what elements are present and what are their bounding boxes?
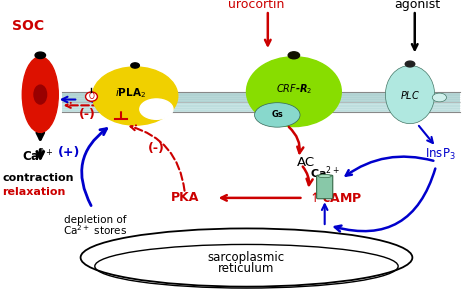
Text: contraction: contraction [2, 173, 74, 182]
Ellipse shape [318, 174, 331, 178]
Text: (+): (+) [57, 146, 80, 159]
Text: $\mathit{i}$PLA$_2$: $\mathit{i}$PLA$_2$ [115, 86, 146, 100]
Ellipse shape [255, 103, 300, 127]
Text: relaxation: relaxation [2, 187, 66, 197]
Text: depletion of: depletion of [64, 215, 126, 225]
Text: $\mathit{PLC}$: $\mathit{PLC}$ [400, 88, 420, 101]
Ellipse shape [92, 67, 178, 125]
FancyArrowPatch shape [346, 157, 433, 176]
Text: (-): (-) [148, 142, 165, 155]
Text: Gs: Gs [272, 111, 283, 119]
Text: PKA: PKA [171, 191, 199, 204]
Text: $\uparrow$cAMP: $\uparrow$cAMP [307, 191, 363, 205]
FancyArrowPatch shape [289, 127, 303, 153]
Text: agonist: agonist [394, 0, 440, 11]
Ellipse shape [22, 57, 58, 132]
Ellipse shape [288, 52, 300, 59]
FancyArrowPatch shape [303, 166, 313, 185]
Text: Ca$^{2+}$: Ca$^{2+}$ [310, 165, 339, 182]
Text: sarcoplasmic: sarcoplasmic [208, 251, 285, 264]
Ellipse shape [405, 61, 415, 67]
Text: reticulum: reticulum [219, 262, 274, 275]
Text: SOC: SOC [12, 19, 44, 33]
Ellipse shape [140, 99, 173, 119]
FancyArrowPatch shape [82, 129, 107, 206]
Bar [62, 92, 460, 102]
Ellipse shape [385, 65, 435, 124]
Text: Ca$^{2+}$ stores: Ca$^{2+}$ stores [63, 223, 127, 237]
Text: InsP$_3$: InsP$_3$ [426, 147, 456, 162]
Text: Ca$^{2+}$: Ca$^{2+}$ [22, 147, 54, 164]
Ellipse shape [246, 57, 341, 127]
Text: (-): (-) [79, 109, 96, 121]
Bar [62, 102, 460, 112]
Text: urocortin: urocortin [228, 0, 284, 11]
FancyBboxPatch shape [317, 175, 333, 199]
Text: $\mathit{CRF}$-R$_2$: $\mathit{CRF}$-R$_2$ [276, 82, 312, 96]
Ellipse shape [131, 63, 139, 68]
Ellipse shape [432, 93, 447, 102]
FancyArrowPatch shape [335, 168, 435, 232]
Ellipse shape [34, 85, 46, 104]
Text: O: O [89, 92, 94, 101]
Ellipse shape [35, 52, 46, 58]
FancyArrowPatch shape [130, 125, 184, 191]
Ellipse shape [85, 92, 98, 101]
Text: AC: AC [297, 156, 315, 169]
